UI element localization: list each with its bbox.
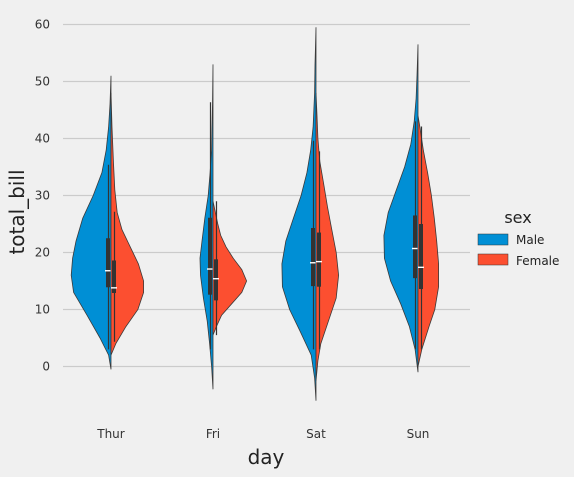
y-axis-title: total_bill xyxy=(5,169,29,254)
box-female-fri xyxy=(214,259,218,301)
x-axis-title: day xyxy=(248,445,285,469)
legend-swatch-female xyxy=(477,253,509,266)
legend-title: sex xyxy=(504,208,531,227)
x-tick-label-thur: Thur xyxy=(96,427,125,441)
legend-label-female: Female xyxy=(516,254,559,268)
box-female-thur xyxy=(112,260,116,293)
box-male-sat xyxy=(311,227,315,287)
violin-male-thur xyxy=(70,75,112,370)
violin-male-fri xyxy=(199,64,214,390)
violin-female-sun xyxy=(417,115,439,367)
y-tick-label-50: 50 xyxy=(35,75,50,89)
y-tick-label-30: 30 xyxy=(35,189,50,203)
legend-swatch-male xyxy=(477,233,509,246)
box-male-fri xyxy=(208,217,212,295)
y-tick-label-10: 10 xyxy=(35,303,50,317)
box-female-sat xyxy=(317,232,321,287)
x-tick-label-sat: Sat xyxy=(306,427,326,441)
violin-female-thur xyxy=(110,92,144,356)
y-tick-label-60: 60 xyxy=(35,18,50,32)
violin-plot-area xyxy=(70,27,439,401)
x-tick-label-sun: Sun xyxy=(407,427,430,441)
legend: sex Male Female xyxy=(477,208,559,268)
y-tick-label-20: 20 xyxy=(35,246,50,260)
y-tick-label-0: 0 xyxy=(42,360,50,374)
y-tick-label-40: 40 xyxy=(35,132,50,146)
x-tick-label-fri: Fri xyxy=(206,427,220,441)
violin-male-sun xyxy=(383,44,419,373)
violin-female-sat xyxy=(315,92,340,381)
box-male-thur xyxy=(106,238,110,288)
violin-female-fri xyxy=(212,201,248,336)
box-female-sun xyxy=(419,224,423,289)
legend-label-male: Male xyxy=(516,233,544,247)
x-axis-ticks: Thur Fri Sat Sun xyxy=(96,427,429,441)
box-male-sun xyxy=(413,215,417,279)
violin-male-sat xyxy=(281,27,317,401)
y-axis-ticks: 0 10 20 30 40 50 60 xyxy=(35,18,50,374)
